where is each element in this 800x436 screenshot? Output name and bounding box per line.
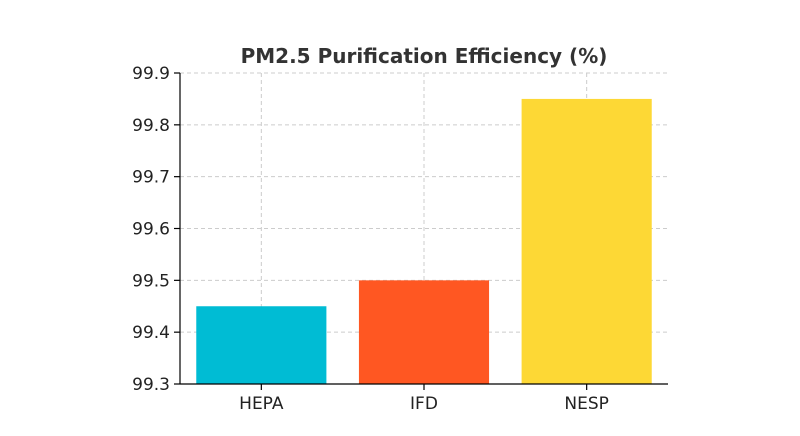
y-tick-label: 99.8 [132, 116, 170, 136]
y-tick-label: 99.3 [132, 375, 170, 395]
y-tick-label: 99.9 [132, 64, 170, 84]
axes [174, 72, 668, 390]
x-tick-label: NESP [564, 394, 609, 414]
bars [196, 98, 652, 385]
bar-nesp [521, 98, 652, 385]
y-tick-label: 99.7 [132, 168, 170, 188]
x-tick-label: IFD [410, 394, 438, 414]
y-tick-label: 99.5 [132, 271, 170, 291]
bar-ifd [358, 280, 490, 384]
y-tick-label: 99.6 [132, 220, 170, 240]
x-tick-labels: HEPA IFD NESP [239, 394, 609, 414]
y-tick-label: 99.4 [132, 323, 170, 343]
y-tick-labels: 99.3 99.4 99.5 99.6 99.7 99.8 99.9 [132, 64, 170, 395]
bar-hepa [196, 306, 327, 384]
x-tick-label: HEPA [239, 394, 284, 414]
chart-title: PM2.5 Purification Efficiency (%) [241, 44, 608, 68]
